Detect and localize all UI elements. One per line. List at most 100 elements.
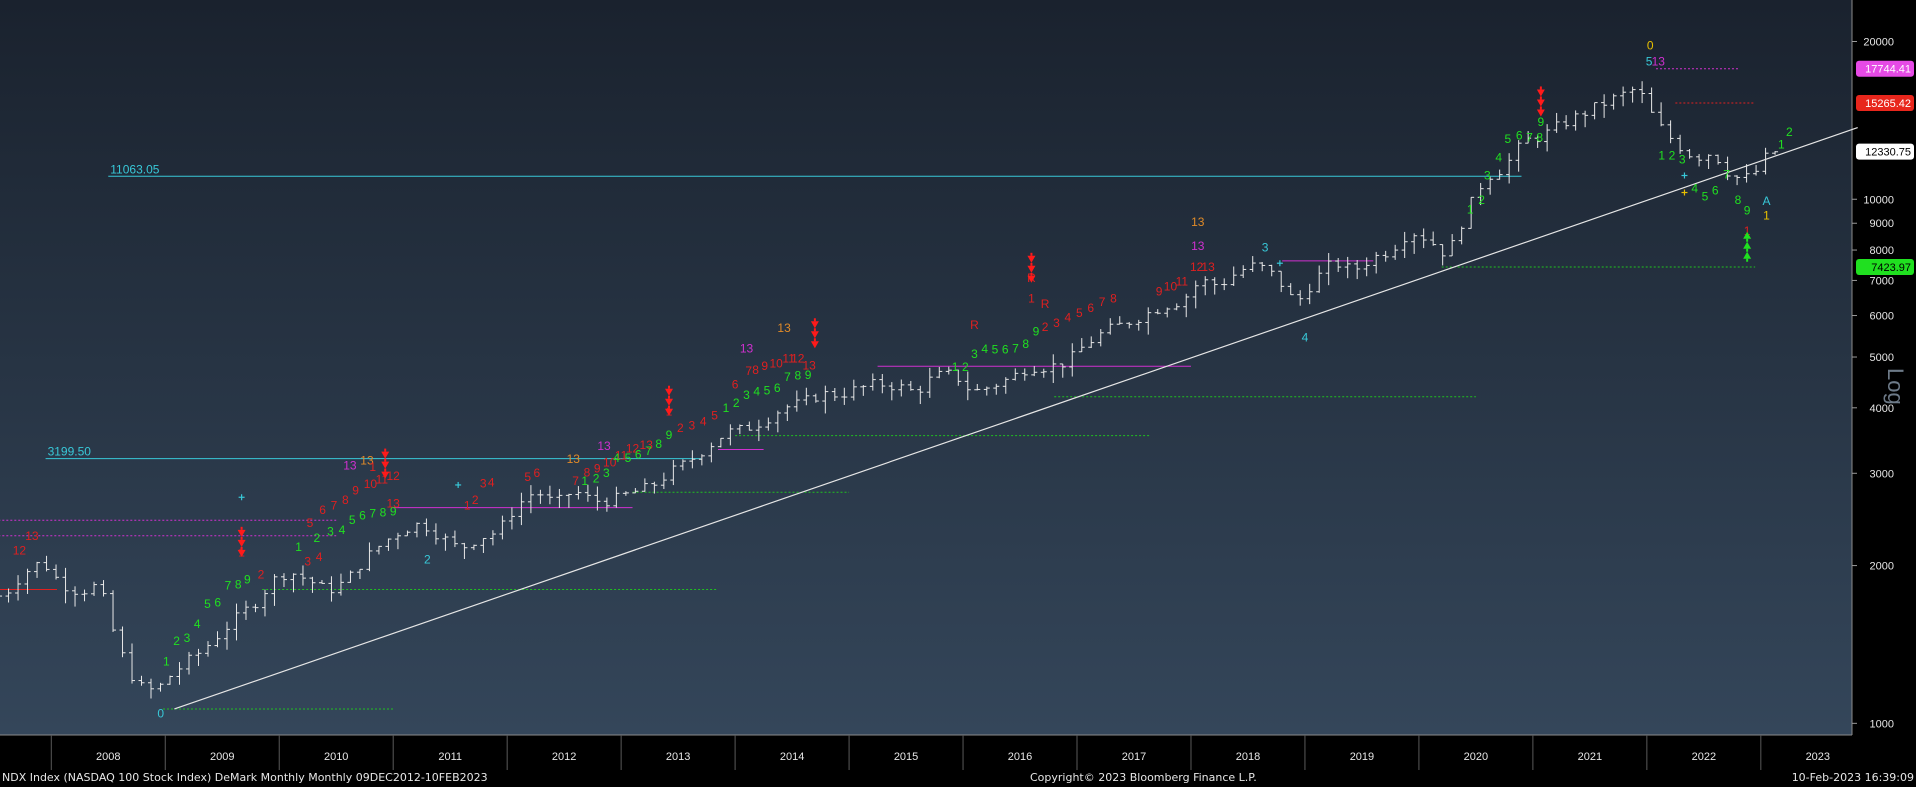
count-label: 12 xyxy=(791,352,805,366)
count-label: 9 xyxy=(352,484,359,498)
count-label: 1 xyxy=(1658,149,1665,163)
ohlc-bar xyxy=(1164,307,1171,318)
ohlc-bar xyxy=(784,404,791,421)
count-label: 11 xyxy=(615,448,628,462)
count-label: 5 xyxy=(1076,306,1083,320)
support-resistance-levels: 11063.05 3199.50 xyxy=(0,68,1756,710)
count-label: 7 xyxy=(645,444,652,458)
ohlc-bar xyxy=(793,390,800,412)
arrow-head xyxy=(1027,265,1036,273)
ohlc-bar xyxy=(603,497,610,512)
count-label: 10 xyxy=(1164,279,1178,293)
ohlc-bar xyxy=(765,417,772,431)
ohlc-bar xyxy=(831,388,838,402)
price-tag: 17744.41 xyxy=(1856,60,1914,77)
count-label: A xyxy=(1763,194,1771,208)
ohlc-bar xyxy=(651,481,658,494)
y-tick-label: 20000 xyxy=(1863,36,1894,48)
y-tick-label: 6000 xyxy=(1870,311,1894,323)
x-tick-label: 2009 xyxy=(210,751,234,763)
count-label: 10 xyxy=(769,357,783,371)
ohlc-bar xyxy=(100,580,107,597)
count-label: 7 xyxy=(572,474,579,488)
price-tag: 15265.42 xyxy=(1856,94,1914,111)
ohlc-bar xyxy=(936,366,943,379)
count-label: 5 xyxy=(1646,54,1653,68)
count-label: 13 xyxy=(777,321,791,335)
ohlc-bar xyxy=(1439,244,1446,266)
ohlc-bar xyxy=(955,369,962,386)
level-label: 3199.50 xyxy=(48,445,92,459)
x-axis-background xyxy=(0,735,1916,770)
count-label: 8 xyxy=(1735,193,1742,207)
ohlc-bar xyxy=(717,437,724,448)
arrow-head xyxy=(810,341,819,349)
count-label: 3 xyxy=(971,347,978,361)
ohlc-bar xyxy=(698,454,705,466)
arrow-head xyxy=(381,451,390,459)
count-label: 13 xyxy=(597,439,611,453)
ohlc-bar xyxy=(1772,151,1779,155)
ohlc-bar xyxy=(470,544,477,551)
count-label: 7 xyxy=(369,507,376,521)
count-label: 4 xyxy=(194,617,201,631)
count-label: 4 xyxy=(753,385,760,399)
ohlc-bar xyxy=(1525,131,1532,144)
ohlc-bar xyxy=(746,421,753,431)
count-label: 13 xyxy=(740,342,754,356)
ohlc-bar xyxy=(1126,322,1133,329)
count-label: 13 xyxy=(1191,215,1205,229)
ohlc-bar xyxy=(1553,112,1560,133)
ohlc-bar xyxy=(708,442,715,463)
ohlc-bar xyxy=(81,589,88,602)
count-label: 4 xyxy=(700,415,707,429)
ohlc-bar xyxy=(1686,149,1693,159)
ohlc-bar xyxy=(1382,250,1389,262)
ohlc-bar xyxy=(508,507,515,530)
ohlc-bar xyxy=(252,603,259,613)
ohlc-bar xyxy=(214,631,221,648)
price-tag-box xyxy=(1856,60,1914,77)
ohlc-bar xyxy=(1050,354,1057,383)
ohlc-bar xyxy=(1496,169,1503,180)
count-label: 3 xyxy=(480,476,487,490)
ohlc-bar xyxy=(1192,280,1199,309)
y-tick-label: 4000 xyxy=(1870,403,1894,415)
x-tick-label: 2020 xyxy=(1464,751,1488,763)
ohlc-bar xyxy=(1582,110,1589,128)
ohlc-bar xyxy=(337,573,344,596)
count-label: 13 xyxy=(360,453,374,467)
count-label: 2 xyxy=(1786,125,1793,139)
ohlc-bar xyxy=(537,489,544,504)
ohlc-bar xyxy=(1240,265,1247,279)
ohlc-bar xyxy=(1278,270,1285,293)
ohlc-bar xyxy=(860,385,867,396)
ohlc-bar xyxy=(1629,86,1636,103)
arrow-head xyxy=(1027,255,1036,263)
price-tag-text: 15265.42 xyxy=(1865,98,1911,110)
ohlc-bar xyxy=(299,565,306,586)
arrow-head xyxy=(1536,109,1545,117)
count-label: 6 xyxy=(359,508,366,522)
count-label: 0 xyxy=(1647,39,1654,53)
count-label: 12 xyxy=(1190,260,1204,274)
count-label: 2 xyxy=(1669,149,1676,163)
count-label: 12 xyxy=(626,441,640,455)
sell-arrows-marker xyxy=(381,448,390,479)
footer-copyright: Copyright© 2023 Bloomberg Finance L.P. xyxy=(1030,771,1257,784)
ohlc-bar xyxy=(1373,251,1380,274)
ohlc-bar xyxy=(812,393,819,403)
ohlc-bar xyxy=(62,567,69,604)
price-tag: 12330.75 xyxy=(1856,143,1914,160)
count-label: 10 xyxy=(603,456,617,470)
arrow-head xyxy=(810,331,819,339)
ohlc-bar xyxy=(261,589,268,617)
ohlc-bar xyxy=(1430,231,1437,246)
count-label: 8 xyxy=(380,506,387,520)
count-label: 7 xyxy=(745,364,752,378)
count-label: 5 xyxy=(524,470,531,484)
count-label: 3 xyxy=(1679,153,1686,167)
ohlc-bar xyxy=(1753,164,1760,176)
ohlc-bar xyxy=(271,574,278,606)
